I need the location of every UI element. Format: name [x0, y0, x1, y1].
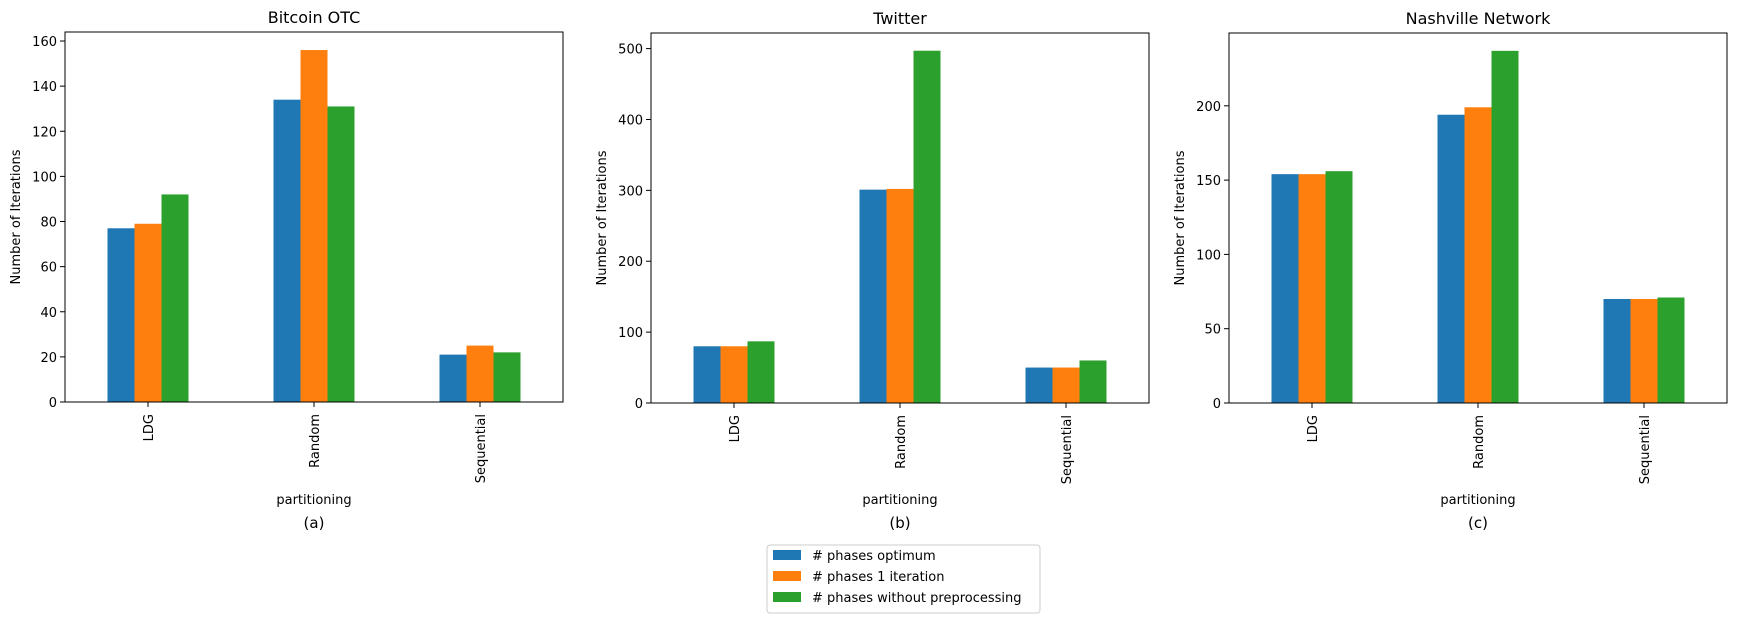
x-tick-label: Sequential: [474, 414, 489, 483]
bar-ldg-series-3: [747, 341, 775, 403]
y-tick-label: 160: [32, 35, 57, 50]
y-tick-label: 150: [1196, 174, 1221, 189]
y-tick-label: 120: [32, 125, 57, 140]
bar-sequential-series-3: [1657, 297, 1685, 403]
x-axis-label: partitioning: [862, 493, 937, 508]
y-tick-label: 60: [40, 261, 57, 276]
y-tick-label: 200: [1196, 100, 1221, 115]
chart-title: Bitcoin OTC: [268, 8, 361, 27]
y-tick-label: 100: [618, 326, 643, 341]
x-axis-label: partitioning: [276, 493, 351, 508]
chart-title: Twitter: [872, 9, 927, 28]
y-axis-label: Number of Iterations: [1173, 150, 1188, 285]
bar-random-series-2: [1464, 107, 1492, 404]
x-tick-label: Sequential: [1638, 415, 1653, 484]
y-tick-label: 0: [635, 397, 643, 412]
legend-label: # phases 1 iteration: [812, 570, 944, 585]
chart-panel-bitcoin-otc: 0 20 40 60 80 100 120 140 160 LDG Random Sequential…: [9, 8, 564, 532]
legend-swatch: [773, 571, 801, 581]
y-axis-label: Number of Iterations: [595, 150, 610, 285]
chart-title: Nashville Network: [1406, 9, 1552, 28]
y-tick-label: 40: [40, 306, 57, 321]
legend-label: # phases optimum: [812, 549, 936, 564]
chart-panel-twitter: 0 100 200 300 400 500 LDG Random Sequential Twitt…: [595, 9, 1150, 532]
panel-caption: (c): [1468, 514, 1488, 532]
y-tick-label: 500: [618, 43, 643, 58]
bar-sequential-series-3: [1079, 360, 1107, 403]
bar-ldg-series-1: [693, 346, 721, 403]
bar-ldg-series-2: [1298, 174, 1326, 403]
y-tick-label: 0: [49, 396, 57, 411]
bar-random-series-3: [327, 106, 355, 402]
bar-ldg-series-1: [107, 228, 135, 402]
bar-sequential-series-1: [1603, 298, 1631, 403]
bar-random-series-3: [1491, 50, 1519, 403]
y-tick-label: 200: [618, 255, 643, 270]
legend-swatch: [773, 592, 801, 602]
x-axis-label: partitioning: [1440, 493, 1515, 508]
y-tick-label: 50: [1204, 323, 1221, 338]
y-tick-label: 80: [40, 216, 57, 231]
x-tick-label: LDG: [728, 415, 743, 442]
bar-random-series-1: [859, 189, 887, 403]
bar-random-series-1: [273, 99, 301, 403]
y-tick-label: 0: [1213, 397, 1221, 412]
bar-sequential-series-2: [1630, 298, 1658, 403]
bar-ldg-series-3: [1325, 171, 1353, 403]
x-tick-label: LDG: [142, 414, 157, 441]
bar-ldg-series-1: [1271, 174, 1299, 403]
bar-sequential-series-2: [1052, 367, 1080, 403]
legend-box: [766, 544, 1041, 614]
bar-sequential-series-1: [439, 354, 467, 402]
bar-sequential-series-2: [466, 345, 494, 402]
chart-panel-nashville-network: 0 50 100 150 200 LDG Random Sequential Nashville…: [1173, 9, 1728, 532]
bar-random-series-2: [300, 50, 328, 403]
legend-label: # phases without preprocessing: [812, 591, 1022, 606]
bar-random-series-1: [1437, 114, 1465, 404]
x-tick-label: Random: [894, 415, 909, 469]
y-tick-label: 100: [32, 170, 57, 185]
bar-random-series-3: [913, 50, 941, 403]
y-tick-label: 400: [618, 113, 643, 128]
y-tick-label: 100: [1196, 248, 1221, 263]
x-tick-label: Random: [1472, 415, 1487, 469]
bar-sequential-series-3: [493, 352, 521, 402]
x-tick-label: Random: [308, 414, 323, 468]
bar-sequential-series-1: [1025, 367, 1053, 403]
x-tick-label: LDG: [1306, 415, 1321, 442]
panel-caption: (b): [889, 514, 910, 532]
y-tick-label: 140: [32, 80, 57, 95]
legend-swatch: [773, 550, 801, 560]
y-axis-label: Number of Iterations: [9, 149, 24, 284]
bar-ldg-series-3: [161, 194, 189, 402]
bar-ldg-series-2: [134, 223, 162, 402]
panel-caption: (a): [304, 514, 325, 532]
bar-ldg-series-2: [720, 346, 748, 403]
legend: # phases optimum # phases 1 iteration # ph…: [766, 544, 1041, 614]
y-tick-label: 20: [40, 351, 57, 366]
x-tick-label: Sequential: [1060, 415, 1075, 484]
y-tick-label: 300: [618, 184, 643, 199]
bar-random-series-2: [886, 188, 914, 403]
